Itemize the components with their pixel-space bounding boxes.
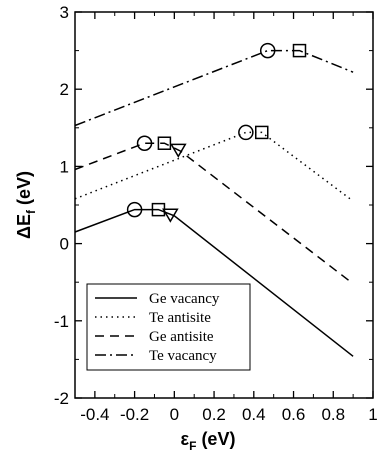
- marker-circle-s1: [126, 201, 143, 218]
- series-line-1: [74, 208, 354, 357]
- x-tick-label: 0: [170, 405, 179, 424]
- y-tick-label: -1: [54, 312, 69, 331]
- y-tick-label: -2: [54, 389, 69, 408]
- marker-circle-s2: [238, 124, 254, 141]
- legend-label: Te antisite: [149, 310, 211, 326]
- marker-square-s3: [157, 136, 172, 150]
- x-tick-label: 1: [368, 405, 377, 424]
- x-tick-label: 0.8: [321, 405, 345, 424]
- y-tick-label: 2: [60, 80, 69, 99]
- y-tick-label: 1: [60, 157, 69, 176]
- tick-layer: -0.4 -0.2 0 0.2 0.4 0.6 0.8 1 -2 -1 0 1 2 3: [54, 3, 378, 424]
- y-tick-label: 3: [60, 3, 69, 22]
- legend-label: Te vacancy: [149, 348, 217, 364]
- series-line-4: [74, 49, 354, 127]
- marker-layer: [126, 42, 307, 223]
- x-tick-label: 0.6: [282, 405, 306, 424]
- marker-circle-s3: [136, 135, 153, 151]
- y-axis-label: ΔEf (eV): [14, 171, 38, 239]
- legend: Ge vacancy Te antisite Ge antisite Te vacan…: [86, 283, 251, 371]
- series-line-2: [74, 131, 354, 202]
- legend-label: Ge antisite: [149, 329, 214, 345]
- series-layer: [74, 49, 354, 357]
- x-tick-label: -0.4: [80, 405, 109, 424]
- x-tick-label: 0.4: [242, 405, 266, 424]
- x-axis-label: εF (eV): [181, 429, 236, 453]
- marker-circle-s4: [259, 42, 276, 59]
- legend-label: Ge vacancy: [149, 291, 220, 307]
- marker-triangle-s1: [162, 208, 179, 223]
- y-tick-label: 0: [60, 235, 69, 254]
- marker-square-s2: [254, 125, 269, 140]
- marker-square-s4: [292, 43, 307, 58]
- x-tick-label: -0.2: [120, 405, 149, 424]
- marker-triangle-s3: [170, 143, 187, 158]
- series-line-3: [74, 142, 354, 285]
- x-tick-label: 0.2: [202, 405, 226, 424]
